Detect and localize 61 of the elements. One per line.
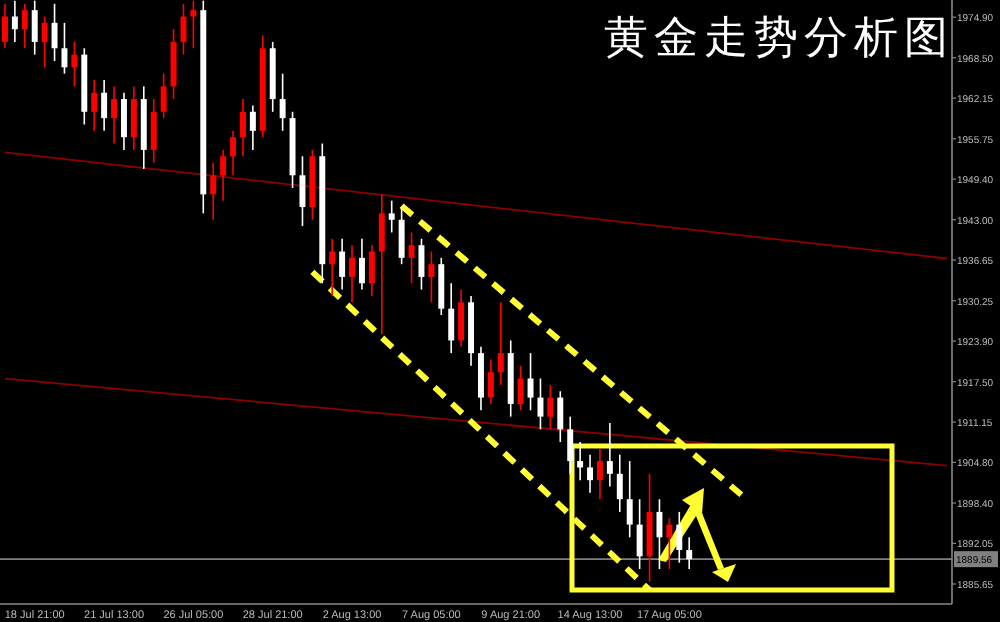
candlestick — [1, 3, 8, 50]
candlestick — [487, 358, 494, 405]
candlestick — [577, 441, 584, 481]
candlestick — [626, 460, 633, 539]
candlestick — [537, 377, 544, 431]
candlestick — [646, 473, 653, 583]
candlestick — [91, 79, 98, 132]
candlestick — [656, 498, 663, 570]
candlestick — [41, 15, 48, 69]
candlestick — [130, 85, 137, 151]
candlestick — [368, 244, 375, 297]
candlestick — [349, 244, 356, 304]
candlestick — [11, 0, 18, 43]
candlestick — [517, 365, 524, 412]
candlestick — [398, 206, 405, 266]
candlestick — [239, 98, 246, 158]
candlestick — [150, 98, 157, 164]
candlestick — [160, 72, 167, 119]
candlestick — [448, 282, 455, 354]
candlestick — [190, 0, 197, 50]
candlestick — [249, 104, 256, 151]
candlestick — [120, 91, 127, 151]
candlestick — [101, 79, 108, 132]
candlestick — [547, 384, 554, 431]
candlestick — [230, 130, 237, 177]
candlestick — [111, 85, 118, 145]
candlestick — [71, 41, 78, 88]
candlestick — [686, 536, 693, 570]
candlestick — [438, 257, 445, 316]
candlestick — [329, 238, 336, 297]
candlestick — [676, 511, 683, 564]
candlestick — [279, 72, 286, 132]
candlestick — [51, 3, 58, 62]
candlestick — [358, 238, 365, 291]
candlestick — [299, 155, 306, 227]
candlestick — [587, 453, 594, 494]
candlestick — [408, 231, 415, 285]
candlestick — [458, 288, 465, 348]
candlestick — [418, 238, 425, 291]
candlestick — [567, 415, 574, 475]
candlestick — [636, 498, 643, 570]
candlestick — [596, 447, 603, 501]
candlestick — [61, 22, 68, 75]
candlestick — [31, 0, 38, 56]
candlestick — [210, 161, 217, 221]
candlestick — [557, 390, 564, 443]
candlestick — [21, 3, 28, 50]
candlestick — [497, 301, 504, 386]
candlestick — [527, 352, 534, 412]
chart-title: 黄金走势分析图 — [604, 14, 954, 64]
candlestick — [220, 149, 227, 202]
candlestick — [170, 28, 177, 100]
candlestick — [180, 3, 187, 56]
candlestick — [477, 345, 484, 412]
candlestick — [388, 199, 395, 234]
candlestick — [606, 422, 613, 488]
candlestick — [428, 250, 435, 304]
candlestick — [616, 453, 623, 513]
candlestick — [666, 517, 673, 570]
candlestick — [339, 238, 346, 291]
candlestick — [378, 193, 385, 335]
